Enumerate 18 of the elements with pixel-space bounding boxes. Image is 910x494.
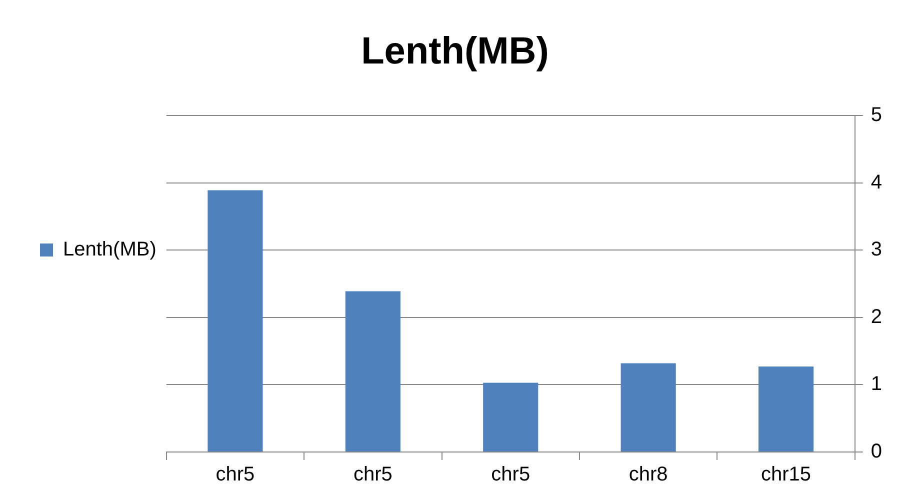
x-tick-label: chr15 (761, 464, 812, 486)
y-tick-label: 0 (870, 440, 882, 463)
x-tick-label: chr5 (353, 464, 392, 486)
y-tick-label: 4 (870, 171, 882, 194)
x-tick-label: chr5 (216, 464, 255, 486)
chart-title: Lenth(MB) (361, 30, 549, 72)
x-tick-label: chr8 (628, 464, 668, 486)
bar (758, 366, 814, 452)
y-tick-label: 2 (870, 306, 882, 328)
bar (345, 291, 400, 452)
x-tick-label: chr5 (491, 464, 530, 486)
bar (620, 363, 676, 452)
y-tick-label: 3 (870, 238, 882, 261)
bar (483, 382, 538, 452)
legend-label: Lenth(MB) (63, 238, 156, 261)
y-tick-label: 5 (870, 104, 882, 126)
y-tick-label: 1 (870, 373, 882, 396)
bar (208, 190, 263, 452)
